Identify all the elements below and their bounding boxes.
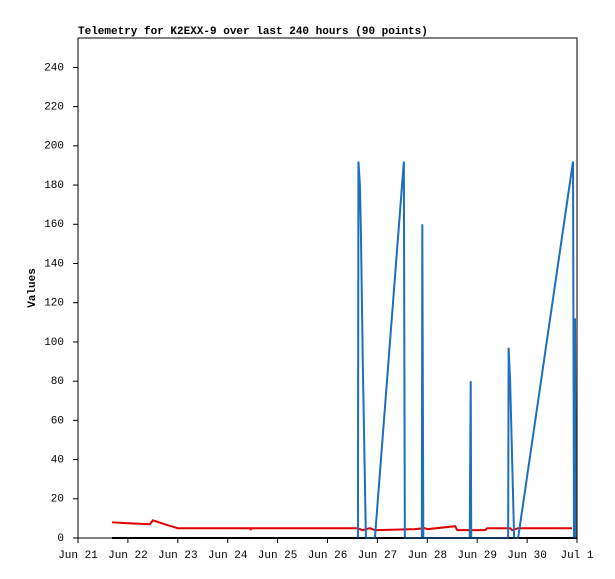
x-tick-label: Jun 21	[58, 550, 98, 562]
chart-title: Telemetry for K2EXX-9 over last 240 hour…	[78, 26, 428, 38]
series-line	[111, 519, 573, 532]
y-tick-label: 0	[57, 533, 64, 545]
y-tick-label: 100	[44, 337, 64, 349]
plot-frame	[77, 37, 578, 539]
x-tick-label: Jun 28	[407, 550, 447, 562]
x-tick-label: Jun 25	[258, 550, 298, 562]
x-tick-label: Jul 1	[560, 550, 593, 562]
y-tick-label: 80	[51, 376, 64, 388]
y-axis-label: Values	[27, 268, 39, 308]
x-tick-label: Jun 24	[208, 550, 248, 562]
y-tick-label: 140	[44, 258, 64, 270]
x-tick-label: Jun 27	[358, 550, 398, 562]
y-tick-label: 60	[51, 415, 64, 427]
x-tick-label: Jun 26	[308, 550, 348, 562]
y-tick-label: 180	[44, 180, 64, 192]
y-tick-label: 200	[44, 141, 64, 153]
y-tick-label: 220	[44, 102, 64, 114]
y-tick-label: 20	[51, 494, 64, 506]
y-tick-label: 160	[44, 219, 64, 231]
y-tick-label: 40	[51, 454, 64, 466]
x-tick-label: Jun 23	[158, 550, 198, 562]
x-tick-label: Jun 22	[108, 550, 148, 562]
x-tick-label: Jun 30	[507, 550, 547, 562]
y-tick-label: 240	[44, 62, 64, 74]
x-tick-label: Jun 29	[457, 550, 497, 562]
y-tick-label: 120	[44, 298, 64, 310]
